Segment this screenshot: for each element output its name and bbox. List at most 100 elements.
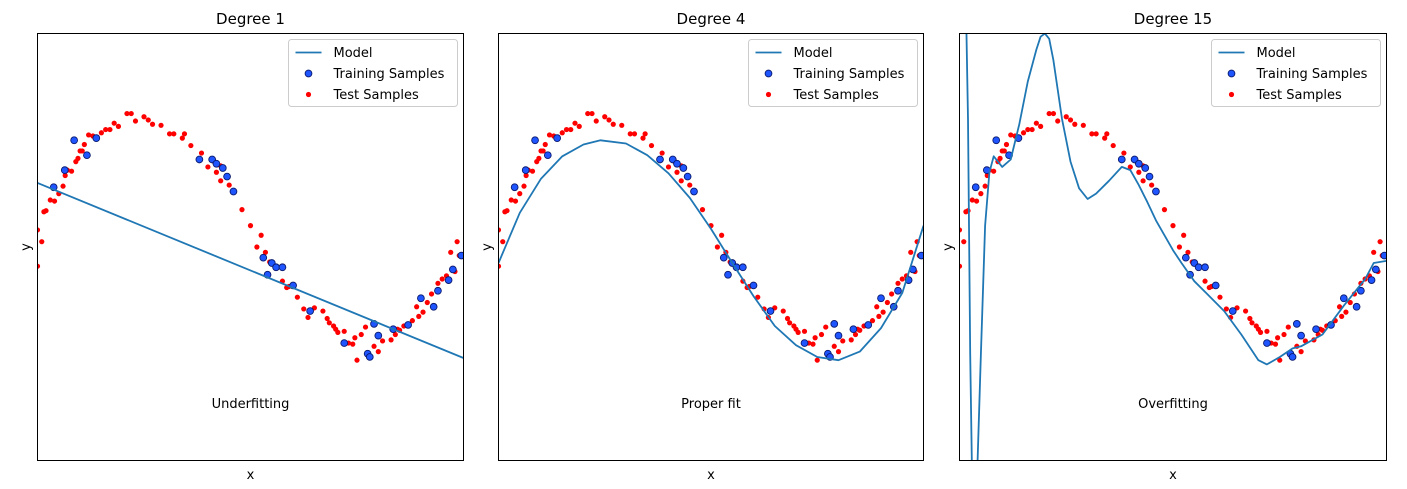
test-point	[439, 276, 445, 282]
test-point	[1277, 357, 1283, 363]
test-point	[239, 207, 245, 213]
test-point	[500, 239, 506, 245]
legend-training-swatch	[1227, 69, 1236, 78]
training-point	[374, 331, 383, 340]
training-point	[306, 307, 314, 315]
test-point	[254, 244, 260, 250]
chart-title: Degree 1	[216, 10, 285, 28]
test-point	[542, 141, 548, 148]
legend-training-label: Training Samples	[333, 67, 445, 82]
training-point	[971, 183, 980, 192]
training-samples	[49, 134, 464, 361]
test-point	[498, 227, 502, 233]
training-point	[1152, 187, 1160, 196]
test-point	[132, 118, 139, 124]
test-point	[145, 117, 151, 123]
test-point	[1046, 110, 1052, 117]
training-point	[766, 307, 775, 315]
test-point	[51, 198, 58, 204]
training-point	[656, 155, 664, 164]
test-point	[874, 304, 880, 310]
test-point	[848, 337, 854, 343]
model-line	[498, 139, 924, 362]
test-point	[1050, 110, 1057, 117]
test-point	[523, 172, 529, 179]
test-point	[1104, 131, 1110, 137]
legend-test-label: Test Samples	[793, 88, 879, 103]
test-point	[1038, 123, 1044, 129]
training-point	[992, 136, 1001, 145]
test-point	[1242, 308, 1249, 314]
test-point	[1170, 223, 1176, 229]
test-point	[324, 315, 330, 322]
test-point	[247, 223, 254, 229]
test-point	[959, 263, 963, 269]
test-samples	[37, 110, 462, 363]
test-point	[435, 280, 441, 286]
test-point	[1377, 239, 1383, 245]
test-point	[959, 227, 963, 233]
training-point	[1211, 281, 1220, 290]
test-point	[755, 294, 761, 300]
test-point	[640, 135, 646, 141]
training-point	[834, 331, 843, 340]
legend: Model Training Samples Test Samples	[1211, 39, 1381, 107]
test-point	[973, 198, 980, 204]
test-point	[98, 130, 104, 136]
chart-title: Degree 4	[677, 10, 746, 28]
test-point	[997, 155, 1003, 161]
test-point	[428, 291, 435, 297]
axes-frame	[959, 33, 1387, 461]
test-samples	[959, 110, 1385, 363]
test-point	[262, 249, 269, 255]
training-point	[1117, 155, 1126, 164]
y-axis-label: y	[19, 243, 34, 251]
test-point	[1176, 244, 1183, 250]
test-point	[627, 131, 633, 137]
test-point	[305, 314, 311, 321]
test-point	[1072, 121, 1078, 127]
test-point	[388, 337, 394, 343]
test-point	[37, 263, 41, 269]
training-point	[195, 155, 204, 164]
test-point	[1136, 169, 1142, 175]
test-point	[536, 155, 542, 161]
test-point	[1264, 328, 1270, 334]
test-point	[593, 118, 599, 124]
test-point	[424, 299, 430, 306]
training-point	[877, 294, 885, 303]
test-point	[572, 120, 578, 126]
test-point	[141, 114, 147, 120]
training-point	[1201, 263, 1209, 272]
training-point	[510, 183, 519, 192]
test-point	[358, 331, 364, 338]
test-point	[188, 142, 194, 149]
test-point	[1149, 182, 1155, 188]
y-axis-label: y	[941, 243, 956, 251]
training-point	[272, 263, 280, 272]
legend: Model Training Samples Test Samples	[748, 39, 918, 107]
training-point	[404, 321, 412, 329]
test-point	[448, 249, 454, 255]
test-point	[149, 121, 156, 127]
training-point	[800, 339, 809, 347]
test-point	[568, 126, 574, 133]
test-point	[880, 309, 886, 315]
training-point	[218, 164, 227, 172]
test-point	[454, 239, 460, 245]
legend-training-swatch	[304, 69, 313, 78]
test-point	[416, 313, 422, 319]
test-point	[39, 239, 45, 245]
test-point	[1185, 249, 1191, 255]
test-point	[1029, 126, 1035, 133]
test-samples	[498, 110, 922, 363]
x-axis-label: x	[707, 468, 715, 483]
x-axis-label: x	[247, 468, 255, 483]
test-point	[226, 182, 232, 188]
legend-test-swatch	[305, 91, 312, 98]
test-point	[899, 276, 905, 282]
test-point	[884, 299, 890, 306]
legend-test-swatch	[765, 91, 772, 98]
test-point	[1217, 294, 1223, 300]
